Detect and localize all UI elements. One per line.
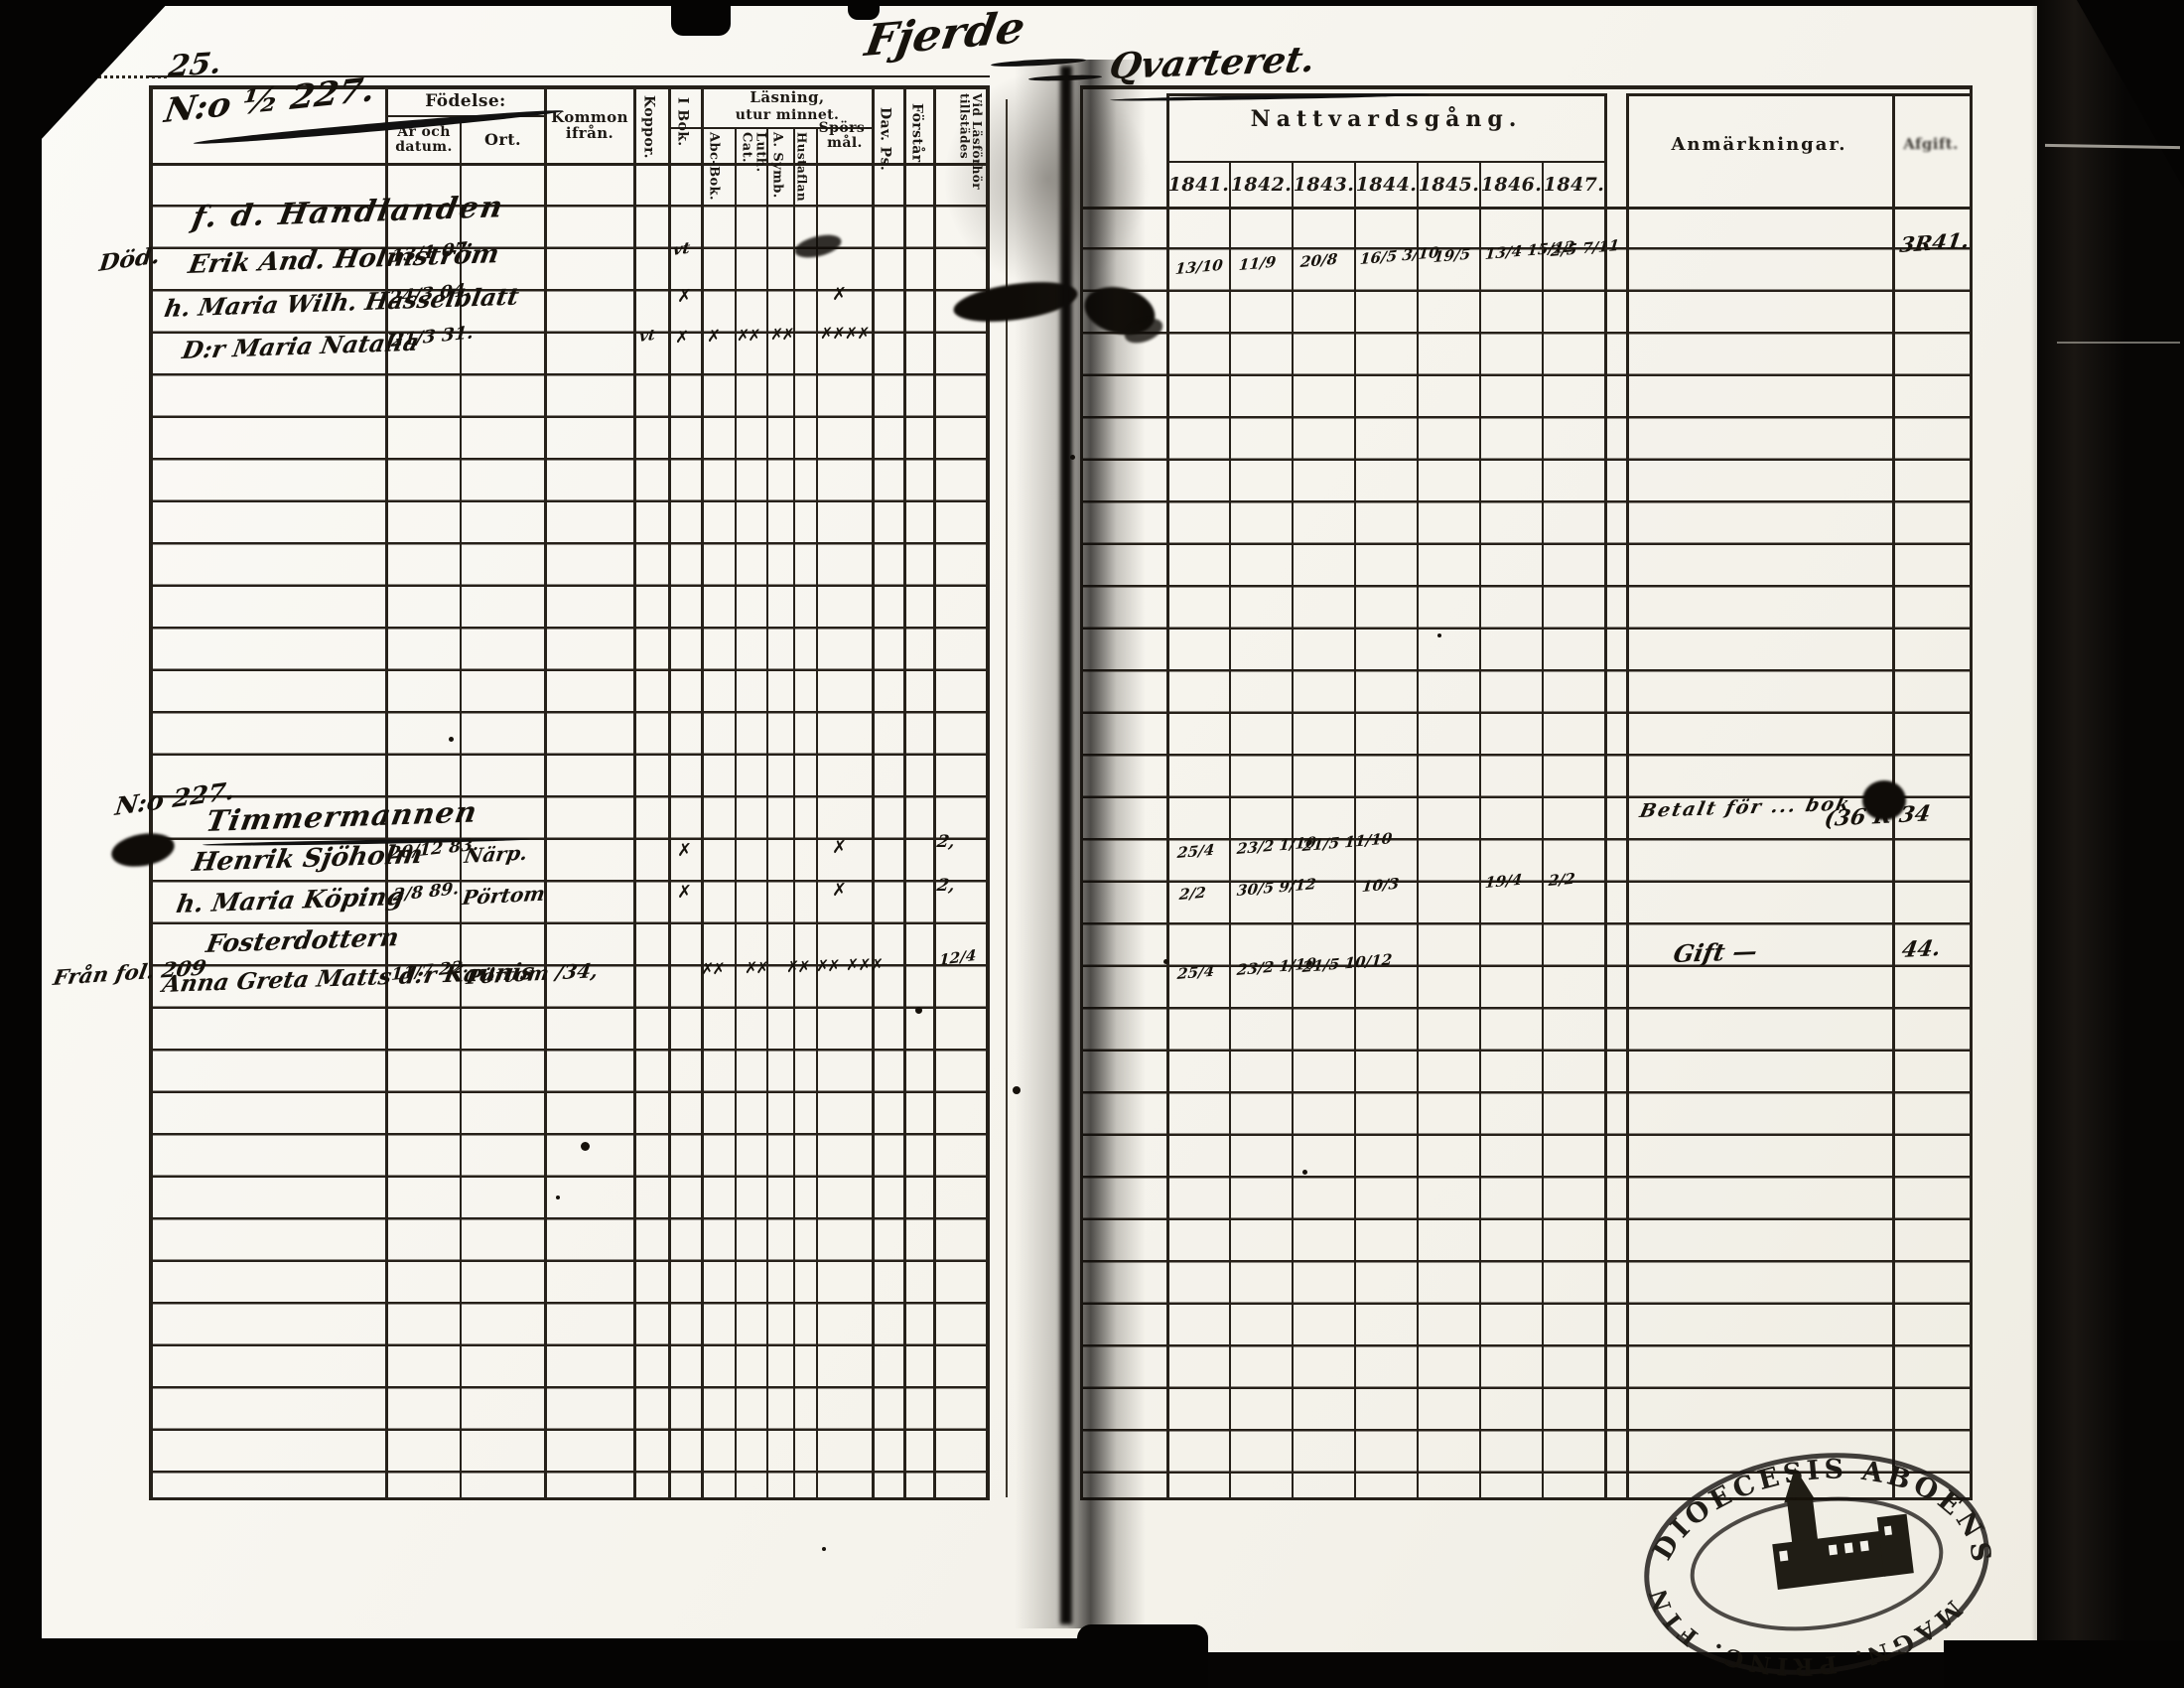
h1-member2-sporsmal-mark: ✗✗✗✗	[820, 324, 871, 343]
header-sporsmal: Spörs-mål.	[818, 120, 872, 151]
h2-m1-communion-1844: 10/3	[1361, 874, 1401, 896]
year-1845: 1845.	[1418, 174, 1480, 197]
h2-member3-sporsmal-mark: ✗✗✗	[846, 955, 884, 974]
h2-member1-ibok-mark: ✗	[677, 882, 693, 903]
h2-member0-ort: Närp.	[463, 840, 530, 868]
page-number: 25.	[166, 46, 224, 84]
header-forstar: Förstår	[908, 103, 925, 163]
h2-member3-hustaflan-mark: ✗✗	[816, 956, 841, 975]
h2-m1-communion-1846: 19/4	[1484, 870, 1524, 892]
header-afgift: Afgift.	[1903, 135, 1959, 154]
h1-member2-luth-mark: ✗✗	[737, 326, 761, 345]
header-ar-och-datum: År och datum.	[395, 124, 453, 155]
year-1844: 1844.	[1355, 174, 1418, 197]
h1-communion-1845: 19/5	[1433, 244, 1472, 266]
h2-m1-communion-1841: 2/2	[1178, 883, 1207, 904]
h2-member1-sporsmal-mark: ✗	[832, 880, 848, 901]
h2-member3-symb-mark: ✗✗	[786, 957, 811, 976]
h2-member1-forstar-mark: 2,	[935, 876, 957, 896]
header-koppor: Koppor.	[640, 95, 657, 159]
header-luth-cat: Luth. Cat.	[739, 132, 768, 173]
h1-afgift-note: 3R41.	[1898, 227, 1972, 257]
header-nattvardsgang: Nattvardsgång.	[1250, 106, 1523, 133]
h1-communion-1842: 11/9	[1238, 252, 1278, 274]
h2-member0-ibok-mark: ✗	[677, 840, 693, 861]
year-1846: 1846.	[1480, 174, 1543, 197]
stamp-church-icon	[1772, 1467, 1914, 1590]
h1-member2-ibok-mark: ✗	[675, 328, 690, 348]
h1-member2-abc-mark: ✗	[707, 327, 722, 347]
h2-m3-afgift: 44.	[1899, 935, 1943, 963]
h1-member1-sporsmal-mark: ✗	[832, 284, 848, 305]
h2-member0-forstar-mark: 2,	[935, 832, 957, 852]
header-ort: Ort.	[484, 129, 521, 149]
header-a-symb: A. Symb.	[769, 132, 785, 199]
header-lasning: Läsning,	[750, 87, 825, 106]
header-vid-lasforhor: Vid Läsförhör tillstädes	[939, 93, 984, 224]
h1-member0-koppor-mark: vt	[671, 237, 692, 259]
header-hustaflan: Hustaflan	[794, 132, 809, 202]
header-i-bok: I Bok.	[674, 97, 691, 147]
h2-m3-communion-1841: 25/4	[1176, 961, 1216, 983]
h2-member3-luth-mark: ✗✗	[745, 958, 769, 977]
year-1841: 1841.	[1167, 174, 1230, 197]
book-spine-shadow	[1015, 60, 1146, 1628]
h1-member1-ibok-mark: ✗	[677, 286, 693, 307]
h1-communion-1843: 20/8	[1299, 249, 1339, 271]
year-1847: 1847.	[1543, 174, 1605, 197]
h2-member1-ort: Pörtom	[461, 881, 547, 910]
year-1842: 1842.	[1230, 174, 1293, 197]
h2-m1-communion-1847: 2/2	[1548, 869, 1576, 890]
h2-member0-sporsmal-mark: ✗	[832, 837, 848, 858]
header-utur-minnet: utur minnet.	[735, 107, 840, 124]
h2-member3-abc-mark: ✗✗	[701, 959, 726, 978]
header-abc-bok: Abc-Bok.	[706, 132, 722, 201]
header-dav-ps: Dav. Ps.	[877, 107, 893, 172]
diocese-stamp: DIOECESIS ABOENSIS MAGN. PRINC. FINL.	[1609, 1403, 2010, 1688]
h1-member2-koppor-mark: vt	[638, 325, 657, 346]
h2-m3-anm-gift: Gift —	[1671, 936, 1760, 968]
year-1843: 1843.	[1293, 174, 1355, 197]
h1-member2-symb-mark: ✗✗	[770, 325, 795, 344]
ink-blot-anm	[1862, 780, 1906, 820]
header-fodelse: Födelse:	[425, 91, 506, 112]
header-anmarkningar: Anmärkningar.	[1671, 133, 1847, 155]
header-kommen-ifran: Kommon ifrån.	[551, 108, 628, 142]
h2-m0-communion-1841: 25/4	[1176, 840, 1216, 862]
